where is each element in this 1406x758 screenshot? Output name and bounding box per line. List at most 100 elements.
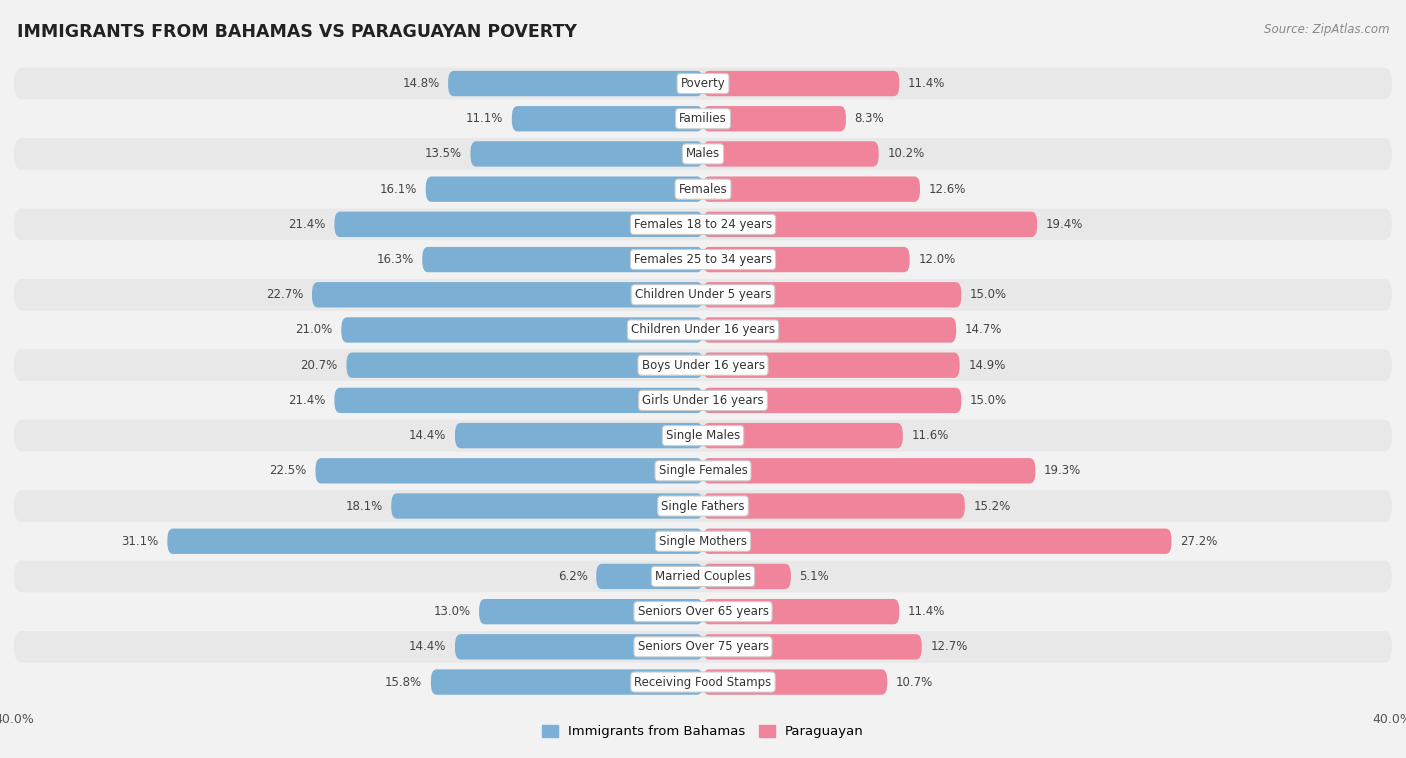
FancyBboxPatch shape (703, 141, 879, 167)
FancyBboxPatch shape (703, 634, 922, 659)
FancyBboxPatch shape (456, 423, 703, 448)
Text: 11.4%: 11.4% (908, 77, 945, 90)
FancyBboxPatch shape (703, 282, 962, 308)
Text: 10.7%: 10.7% (896, 675, 934, 688)
FancyBboxPatch shape (512, 106, 703, 131)
FancyBboxPatch shape (312, 282, 703, 308)
FancyBboxPatch shape (14, 208, 1392, 240)
Text: 14.9%: 14.9% (969, 359, 1005, 371)
FancyBboxPatch shape (703, 70, 900, 96)
Text: 14.7%: 14.7% (965, 324, 1002, 337)
FancyBboxPatch shape (596, 564, 703, 589)
Text: 14.4%: 14.4% (409, 429, 446, 442)
Text: Females 18 to 24 years: Females 18 to 24 years (634, 218, 772, 231)
FancyBboxPatch shape (422, 247, 703, 272)
FancyBboxPatch shape (335, 388, 703, 413)
Text: Single Females: Single Females (658, 465, 748, 478)
Text: 16.3%: 16.3% (377, 253, 413, 266)
FancyBboxPatch shape (14, 666, 1392, 698)
FancyBboxPatch shape (14, 596, 1392, 628)
Text: Seniors Over 65 years: Seniors Over 65 years (637, 605, 769, 618)
FancyBboxPatch shape (449, 70, 703, 96)
FancyBboxPatch shape (703, 493, 965, 518)
FancyBboxPatch shape (703, 423, 903, 448)
Text: Males: Males (686, 148, 720, 161)
Text: IMMIGRANTS FROM BAHAMAS VS PARAGUAYAN POVERTY: IMMIGRANTS FROM BAHAMAS VS PARAGUAYAN PO… (17, 23, 576, 41)
FancyBboxPatch shape (14, 561, 1392, 592)
FancyBboxPatch shape (479, 599, 703, 625)
FancyBboxPatch shape (346, 352, 703, 377)
Text: Females: Females (679, 183, 727, 196)
Text: Poverty: Poverty (681, 77, 725, 90)
FancyBboxPatch shape (703, 106, 846, 131)
FancyBboxPatch shape (471, 141, 703, 167)
Text: Families: Families (679, 112, 727, 125)
FancyBboxPatch shape (14, 103, 1392, 135)
Text: 10.2%: 10.2% (887, 148, 925, 161)
FancyBboxPatch shape (703, 247, 910, 272)
Text: 21.4%: 21.4% (288, 218, 326, 231)
FancyBboxPatch shape (342, 318, 703, 343)
Text: 22.5%: 22.5% (270, 465, 307, 478)
FancyBboxPatch shape (703, 388, 962, 413)
Text: 15.0%: 15.0% (970, 394, 1007, 407)
FancyBboxPatch shape (14, 631, 1392, 662)
Text: 12.0%: 12.0% (918, 253, 956, 266)
Text: 21.4%: 21.4% (288, 394, 326, 407)
FancyBboxPatch shape (14, 384, 1392, 416)
Text: 6.2%: 6.2% (558, 570, 588, 583)
Text: Children Under 16 years: Children Under 16 years (631, 324, 775, 337)
Text: 15.2%: 15.2% (973, 500, 1011, 512)
FancyBboxPatch shape (14, 349, 1392, 381)
Text: Females 25 to 34 years: Females 25 to 34 years (634, 253, 772, 266)
Text: Source: ZipAtlas.com: Source: ZipAtlas.com (1264, 23, 1389, 36)
Text: 16.1%: 16.1% (380, 183, 418, 196)
Legend: Immigrants from Bahamas, Paraguayan: Immigrants from Bahamas, Paraguayan (537, 719, 869, 744)
Text: 5.1%: 5.1% (800, 570, 830, 583)
FancyBboxPatch shape (14, 525, 1392, 557)
FancyBboxPatch shape (703, 318, 956, 343)
Text: 27.2%: 27.2% (1180, 534, 1218, 548)
Text: Single Mothers: Single Mothers (659, 534, 747, 548)
Text: 11.4%: 11.4% (908, 605, 945, 618)
Text: 14.8%: 14.8% (402, 77, 440, 90)
FancyBboxPatch shape (456, 634, 703, 659)
FancyBboxPatch shape (703, 177, 920, 202)
Text: 13.5%: 13.5% (425, 148, 461, 161)
FancyBboxPatch shape (703, 669, 887, 695)
FancyBboxPatch shape (315, 458, 703, 484)
FancyBboxPatch shape (14, 174, 1392, 205)
Text: 21.0%: 21.0% (295, 324, 333, 337)
FancyBboxPatch shape (14, 67, 1392, 99)
Text: 19.3%: 19.3% (1045, 465, 1081, 478)
Text: Children Under 5 years: Children Under 5 years (634, 288, 772, 301)
Text: 11.6%: 11.6% (911, 429, 949, 442)
Text: 12.7%: 12.7% (931, 641, 967, 653)
Text: Single Fathers: Single Fathers (661, 500, 745, 512)
FancyBboxPatch shape (14, 490, 1392, 522)
FancyBboxPatch shape (14, 244, 1392, 275)
FancyBboxPatch shape (167, 528, 703, 554)
FancyBboxPatch shape (14, 279, 1392, 311)
Text: Boys Under 16 years: Boys Under 16 years (641, 359, 765, 371)
FancyBboxPatch shape (426, 177, 703, 202)
Text: Married Couples: Married Couples (655, 570, 751, 583)
Text: 15.0%: 15.0% (970, 288, 1007, 301)
FancyBboxPatch shape (703, 458, 1035, 484)
Text: 22.7%: 22.7% (266, 288, 304, 301)
Text: Single Males: Single Males (666, 429, 740, 442)
FancyBboxPatch shape (703, 599, 900, 625)
FancyBboxPatch shape (14, 420, 1392, 452)
Text: Girls Under 16 years: Girls Under 16 years (643, 394, 763, 407)
Text: Seniors Over 75 years: Seniors Over 75 years (637, 641, 769, 653)
FancyBboxPatch shape (14, 138, 1392, 170)
Text: 11.1%: 11.1% (465, 112, 503, 125)
Text: 12.6%: 12.6% (928, 183, 966, 196)
Text: 13.0%: 13.0% (433, 605, 471, 618)
FancyBboxPatch shape (335, 211, 703, 237)
Text: 19.4%: 19.4% (1046, 218, 1083, 231)
FancyBboxPatch shape (703, 564, 790, 589)
Text: 8.3%: 8.3% (855, 112, 884, 125)
FancyBboxPatch shape (703, 528, 1171, 554)
FancyBboxPatch shape (14, 455, 1392, 487)
